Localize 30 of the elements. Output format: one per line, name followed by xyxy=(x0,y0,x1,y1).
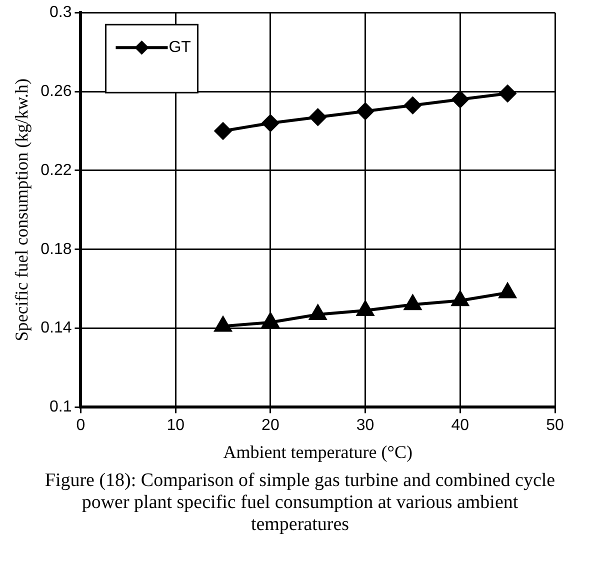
x-tick-label: 30 xyxy=(356,417,374,434)
point xyxy=(404,96,422,114)
point xyxy=(262,114,279,132)
y-tick-label: 0.22 xyxy=(40,162,72,179)
x-tick-label: 40 xyxy=(451,417,470,434)
point xyxy=(499,283,516,298)
x-axis-title: Ambient temperature (°C) xyxy=(223,442,412,462)
point xyxy=(262,312,279,328)
y-tick-label: 0.1 xyxy=(49,398,72,416)
x-tick-label: 10 xyxy=(166,417,185,434)
point xyxy=(309,304,326,320)
point xyxy=(214,122,232,140)
text: Figure (18): Comparison of simple gas turbine and combined cycle power plant specific fuel consumption at various ambient temperatures xyxy=(44,470,556,536)
x-tick-label: 20 xyxy=(262,417,280,434)
point xyxy=(499,84,516,102)
y-tick-label: 0.14 xyxy=(40,320,72,337)
point xyxy=(309,108,326,126)
point xyxy=(452,291,469,306)
point xyxy=(214,316,232,332)
y-tick-label: 0.26 xyxy=(40,82,72,100)
point xyxy=(404,295,422,310)
point xyxy=(356,301,374,316)
y-tick-label: 0.3 xyxy=(49,4,72,22)
x-tick-label: 0 xyxy=(76,417,86,434)
x-tick-label: 50 xyxy=(546,417,564,434)
point xyxy=(356,102,374,120)
y-tick-label: 0.18 xyxy=(40,240,72,258)
point xyxy=(452,90,469,108)
y-axis-title: Specific fuel consumption (kg/kw.h) xyxy=(12,78,32,342)
legend-label: GT xyxy=(168,39,192,56)
